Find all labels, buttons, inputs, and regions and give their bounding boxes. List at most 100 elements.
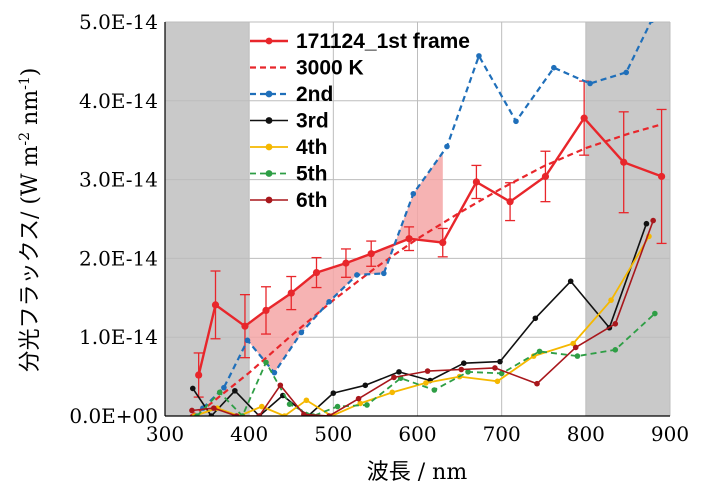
data-point-171124-1st-frame-1: [212, 301, 219, 308]
data-point-2nd-10: [476, 53, 482, 59]
legend-swatch-marker-171124-1st-frame: [266, 38, 273, 45]
data-point-6th-7: [356, 396, 362, 402]
data-point-171124-1st-frame-11: [506, 198, 513, 205]
data-point-5th-6: [335, 404, 341, 410]
data-point-2nd-6: [354, 272, 360, 278]
data-point-4th-11: [495, 379, 501, 385]
data-point-2nd-9: [444, 144, 450, 150]
x-tick-label-5: 800: [567, 422, 605, 446]
data-point-6th-10: [458, 367, 464, 373]
legend-label-2nd: 2nd: [296, 83, 333, 106]
data-point-171124-1st-frame-10: [473, 178, 480, 185]
data-point-3rd-10: [461, 360, 467, 366]
legend-swatch-marker-5th: [266, 170, 273, 177]
x-tick-label-6: 900: [651, 422, 689, 446]
data-point-2nd-8: [410, 191, 416, 197]
legend-swatch-marker-6th: [266, 197, 273, 204]
data-point-171124-1st-frame-9: [439, 239, 446, 246]
data-point-171124-1st-frame-12: [542, 173, 549, 180]
data-point-171124-1st-frame-14: [620, 159, 627, 166]
legend-label-6th: 6th: [296, 189, 328, 212]
data-point-171124-1st-frame-4: [288, 289, 295, 296]
data-point-6th-0: [189, 408, 195, 414]
data-point-6th-15: [650, 218, 656, 224]
data-point-6th-4: [278, 382, 284, 388]
shaded-region-1: [165, 22, 249, 416]
x-axis-title: 波長 / nm: [367, 460, 468, 485]
legend-label-3rd: 3rd: [296, 110, 329, 133]
data-point-4th-5: [304, 397, 310, 403]
data-point-171124-1st-frame-13: [581, 115, 588, 122]
legend-swatch-marker-4th: [266, 144, 273, 151]
data-point-3rd-15: [644, 221, 650, 227]
x-tick-label-4: 700: [483, 422, 521, 446]
data-point-2nd-13: [587, 81, 593, 87]
y-axis-title-main: 分光フラックス/ (W m: [18, 145, 43, 372]
data-point-5th-7: [364, 402, 370, 408]
data-point-3rd-7: [363, 382, 369, 388]
data-point-6th-13: [573, 345, 579, 351]
data-point-5th-13: [575, 353, 581, 359]
y-tick-label-0: 0.0E+00: [69, 404, 158, 428]
x-tick-label-2: 500: [314, 422, 352, 446]
data-point-2nd-5: [326, 299, 332, 305]
y-tick-label-2: 2.0E-14: [79, 246, 158, 270]
data-point-2nd-3: [272, 370, 278, 376]
data-point-171124-1st-frame-2: [241, 323, 248, 330]
data-point-3rd-13: [568, 278, 574, 284]
data-point-6th-9: [425, 368, 431, 374]
data-point-6th-1: [211, 405, 217, 411]
y-axis-title-end: ): [18, 68, 43, 77]
y-axis-title-mid: nm: [18, 90, 43, 132]
data-point-5th-4: [287, 401, 293, 407]
legend-swatch-marker-3rd: [266, 117, 273, 124]
data-point-171124-1st-frame-7: [368, 250, 375, 257]
y-axis-title-sup2: -1: [17, 76, 33, 90]
data-point-5th-3: [263, 360, 269, 366]
data-point-5th-1: [217, 390, 223, 396]
data-point-4th-8: [389, 390, 395, 396]
data-point-4th-9: [423, 380, 429, 386]
y-tick-label-4: 4.0E-14: [79, 89, 158, 113]
y-tick-label-3: 3.0E-14: [79, 168, 158, 192]
data-point-171124-1st-frame-8: [405, 235, 412, 242]
data-point-171124-1st-frame-0: [195, 371, 202, 378]
data-point-2nd-14: [623, 70, 629, 76]
data-point-6th-14: [612, 321, 618, 327]
data-point-171124-1st-frame-5: [313, 269, 320, 276]
data-point-3rd-6: [331, 390, 337, 396]
data-point-2nd-11: [513, 118, 519, 124]
data-point-3rd-0: [190, 386, 196, 392]
y-axis-title-sup1: -2: [17, 132, 33, 146]
data-point-5th-9: [432, 387, 438, 393]
legend-label-3000-k: 3000 K: [296, 57, 364, 80]
data-point-3rd-8: [396, 369, 402, 375]
data-point-6th-8: [391, 375, 397, 381]
data-point-2nd-2: [245, 338, 251, 344]
legend-label-5th: 5th: [296, 163, 328, 186]
data-point-3rd-12: [533, 315, 539, 321]
data-point-3rd-2: [232, 388, 238, 394]
data-point-171124-1st-frame-6: [342, 260, 349, 267]
data-point-5th-12: [537, 349, 543, 355]
x-tick-label-3: 600: [398, 422, 436, 446]
data-point-5th-14: [612, 347, 618, 353]
data-point-2nd-12: [551, 65, 557, 71]
legend-label-4th: 4th: [296, 136, 328, 159]
legend-label-171124-1st-frame: 171124_1st frame: [296, 30, 470, 53]
data-point-6th-11: [492, 365, 498, 371]
shaded-region-2: [586, 22, 670, 416]
x-tick-label-1: 400: [230, 422, 268, 446]
data-point-5th-15: [652, 311, 658, 317]
y-axis-title: 分光フラックス/ (W m-2 nm-1): [17, 68, 43, 373]
legend-swatch-marker-2nd: [266, 91, 273, 98]
data-point-3rd-11: [497, 359, 503, 365]
data-point-171124-1st-frame-3: [262, 307, 269, 314]
data-point-6th-12: [534, 381, 540, 387]
y-tick-label-1: 1.0E-14: [79, 325, 158, 349]
data-point-171124-1st-frame-15: [658, 173, 665, 180]
y-tick-label-5: 5.0E-14: [79, 10, 158, 34]
data-point-4th-14: [608, 297, 614, 303]
x-tick-label-0: 300: [146, 422, 184, 446]
